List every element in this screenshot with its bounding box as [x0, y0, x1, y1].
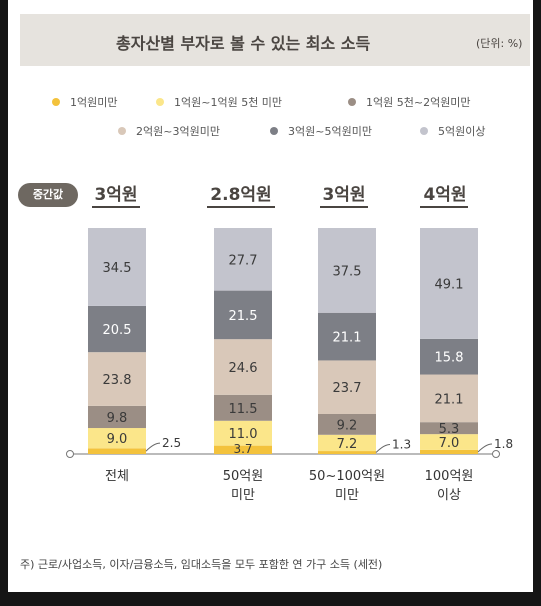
data-label-1-5: 27.7: [229, 253, 258, 268]
baseline-end-marker: [492, 450, 500, 458]
category-label-3-line-0: 100억원: [425, 469, 474, 484]
bar-segment-3-5: [420, 228, 478, 339]
legend-label-4: 3억원~5억원미만: [288, 125, 372, 138]
callout-line-2: [375, 444, 391, 453]
baseline-start-marker: [66, 450, 74, 458]
data-label-0-4: 20.5: [103, 323, 132, 338]
bar-segment-2-3: [318, 360, 376, 414]
chart-title-bar: 총자산별 부자로 볼 수 있는 최소 소득 (단위: %): [20, 14, 530, 66]
bar-segment-0-4: [88, 305, 146, 353]
chart-unit: (단위: %): [476, 37, 523, 50]
data-label-0-1: 9.0: [107, 432, 128, 447]
data-label-2-4: 21.1: [333, 331, 362, 346]
data-label-0-3: 23.8: [103, 373, 132, 388]
legend-item-2: 1억원 5천~2억원미만: [348, 94, 471, 110]
category-label-1-line-1: 미만: [231, 488, 255, 503]
bar-segment-1-2: [214, 394, 272, 421]
median-value-3: 4억원: [423, 185, 467, 205]
data-label-0-2: 9.8: [107, 411, 128, 426]
data-label-2-5: 37.5: [333, 264, 362, 279]
category-label-2-line-0: 50~100억원: [309, 469, 385, 484]
bar-segment-1-3: [214, 339, 272, 395]
bar-segment-1-5: [214, 228, 272, 291]
data-label-3-2: 5.3: [439, 422, 460, 437]
legend-label-2: 1억원 5천~2억원미만: [366, 96, 471, 109]
median-value-2: 3억원: [322, 185, 366, 205]
data-label-1-3: 24.6: [229, 361, 258, 376]
legend-swatch-5: [420, 127, 428, 135]
data-label-1-0: 3.7: [233, 442, 252, 456]
bar-segment-0-5: [88, 228, 146, 306]
data-label-1-1: 11.0: [229, 427, 258, 442]
legend-item-1: 1억원~1억원 5천 미만: [156, 94, 282, 110]
median-underline-3: [420, 206, 468, 208]
bar-segment-0-2: [88, 405, 146, 429]
legend-item-3: 2억원~3억원미만: [118, 123, 220, 139]
left-frame-border: [0, 0, 8, 606]
data-label-3-0: 1.8: [494, 437, 513, 451]
bar-segment-3-2: [420, 422, 478, 435]
legend-label-5: 5억원이상: [438, 125, 486, 138]
category-label-2-line-1: 미만: [335, 488, 359, 503]
data-label-2-3: 23.7: [333, 381, 362, 396]
bar-segment-2-4: [318, 312, 376, 361]
bar-segment-0-3: [88, 352, 146, 406]
right-frame-border: [533, 0, 541, 606]
callout-line-0: [145, 442, 161, 452]
data-label-3-4: 15.8: [435, 351, 464, 366]
bar-segment-2-5: [318, 228, 376, 313]
bar-segment-1-4: [214, 290, 272, 340]
data-label-2-2: 9.2: [337, 418, 358, 433]
median-value-0: 3억원: [94, 185, 138, 205]
footnote: 주) 근로/사업소득, 이자/금융소득, 임대소득을 모두 포함한 연 가구 소…: [20, 558, 383, 571]
data-label-3-5: 49.1: [435, 277, 464, 292]
bar-segment-0-0: [88, 448, 146, 454]
data-label-1-4: 21.5: [229, 309, 258, 324]
chart-title: 총자산별 부자로 볼 수 있는 최소 소득: [116, 34, 371, 53]
legend-item-0: 1억원미만: [52, 94, 117, 110]
legend-label-3: 2억원~3억원미만: [136, 125, 220, 138]
bar-segment-3-0: [420, 449, 478, 454]
data-label-0-5: 34.5: [103, 261, 132, 276]
data-label-2-0: 1.3: [392, 438, 411, 452]
legend-item-4: 3억원~5억원미만: [270, 123, 372, 139]
category-label-0: 전체: [105, 469, 129, 484]
legend-swatch-2: [348, 98, 356, 106]
median-badge: 중간값: [18, 183, 78, 207]
median-value-1: 2.8억원: [210, 185, 272, 205]
median-underline-0: [92, 206, 140, 208]
bar-segment-1-0: [214, 445, 272, 454]
bar-segment-3-4: [420, 338, 478, 375]
legend-swatch-4: [270, 127, 278, 135]
category-label-3-line-1: 이상: [437, 488, 461, 503]
bottom-frame-border: [0, 592, 541, 606]
bar-segment-1-1: [214, 420, 272, 446]
bar-segment-3-3: [420, 374, 478, 423]
category-label-1-line-0: 50억원: [223, 469, 263, 484]
legend-swatch-0: [52, 98, 60, 106]
bar-segment-0-1: [88, 428, 146, 449]
data-label-0-0: 2.5: [162, 436, 181, 450]
legend-swatch-1: [156, 98, 164, 106]
legend-item-5: 5억원이상: [420, 123, 485, 139]
bar-segment-2-2: [318, 413, 376, 435]
data-label-3-1: 7.0: [439, 436, 460, 451]
legend-label-1: 1억원~1억원 5천 미만: [174, 96, 283, 109]
median-underline-2: [320, 206, 368, 208]
data-label-3-3: 21.1: [435, 392, 464, 407]
data-label-1-2: 11.5: [229, 402, 258, 417]
bar-segment-2-1: [318, 434, 376, 452]
callout-line-3: [477, 443, 493, 453]
data-label-2-1: 7.2: [337, 437, 358, 452]
legend-label-0: 1억원미만: [70, 96, 118, 109]
bar-segment-2-0: [318, 451, 376, 454]
legend-swatch-3: [118, 127, 126, 135]
median-underline-1: [207, 206, 275, 208]
bar-segment-3-1: [420, 434, 478, 450]
